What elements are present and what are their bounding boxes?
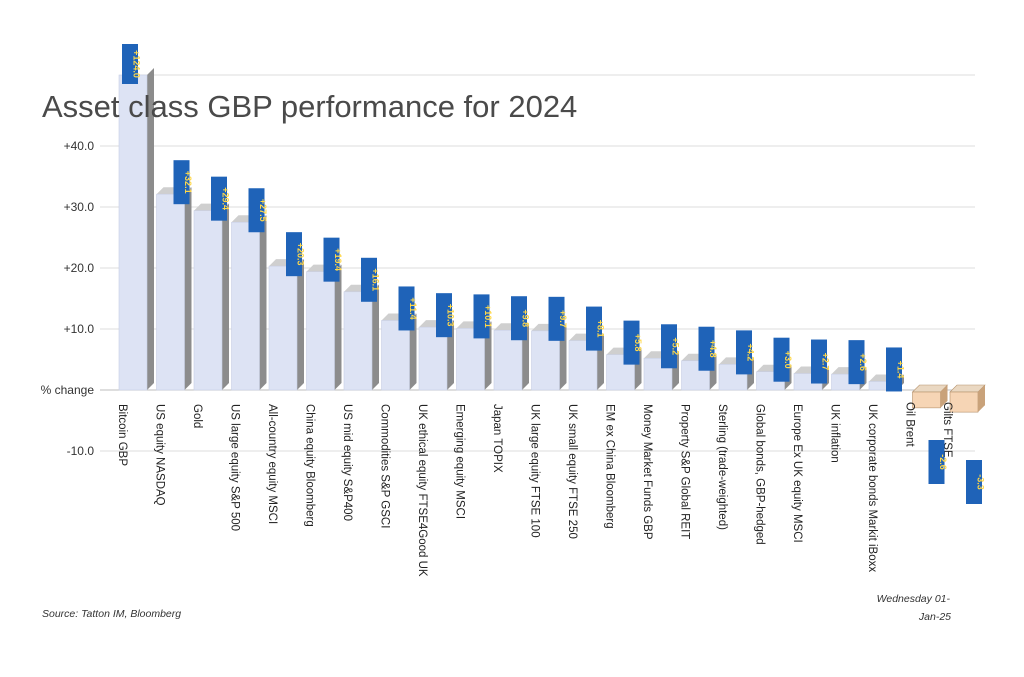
svg-text:+4.8: +4.8 <box>708 340 718 358</box>
data-label: +16.1 <box>361 257 381 302</box>
svg-text:+1.4: +1.4 <box>896 361 906 379</box>
data-labels: +124.0 +32.1 +29.4 +27.5 +20.3 +19.4 +16.1 +11.… <box>122 44 986 504</box>
data-label: +11.4 <box>398 286 418 331</box>
data-label: +32.1 <box>173 160 193 205</box>
data-label: +27.5 <box>248 188 268 233</box>
category-label: Oil Brent <box>904 402 916 448</box>
category-label: Japan TOPIX <box>491 404 503 473</box>
data-label: -2.6 <box>928 440 948 484</box>
category-label: Global bonds, GBP-hedged <box>754 404 766 545</box>
data-label: +9.7 <box>548 296 568 341</box>
data-label: +124.0 <box>122 44 142 84</box>
data-label: +4.8 <box>698 326 718 371</box>
data-label: +3.0 <box>773 337 793 382</box>
bar <box>193 203 229 391</box>
source-note: Source: Tatton IM, Bloomberg <box>42 608 181 620</box>
svg-text:+20.3: +20.3 <box>296 243 306 266</box>
svg-text:+11.4: +11.4 <box>408 297 418 319</box>
svg-text:+5.2: +5.2 <box>671 337 681 355</box>
svg-text:+124.0: +124.0 <box>132 50 142 78</box>
data-label: +5.8 <box>623 320 643 365</box>
svg-text:+27.5: +27.5 <box>258 199 268 222</box>
data-label: +9.8 <box>511 296 531 341</box>
bar <box>949 384 986 413</box>
y-tick-label: +30.0 <box>64 200 95 214</box>
category-labels: Bitcoin GBP US equity NASDAQ Gold US large … <box>116 402 953 577</box>
svg-text:+29.4: +29.4 <box>221 187 231 210</box>
svg-text:-3.3: -3.3 <box>976 474 986 490</box>
chart-title: Asset class GBP performance for 2024 <box>42 89 577 124</box>
category-label: UK ethical equity FTSE4Good UK <box>416 404 428 577</box>
data-label: +8.1 <box>586 306 606 351</box>
date-line-2: Jan-25 <box>918 611 951 623</box>
category-label: UK large equity FTSE 100 <box>529 404 541 538</box>
data-label: +5.2 <box>661 324 681 369</box>
data-label: +2.7 <box>811 339 831 384</box>
category-label: UK inflation <box>829 404 841 463</box>
category-label: US large equity S&P 500 <box>229 404 241 531</box>
category-label: UK corporate bonds Markit iBoxx <box>866 404 878 572</box>
svg-text:+32.1: +32.1 <box>183 171 193 194</box>
date-line-1: Wednesday 01- <box>877 593 951 605</box>
y-axis-ticks: +40.0 +30.0 +20.0 +10.0 -10.0 % change <box>41 139 95 458</box>
svg-text:+2.6: +2.6 <box>858 353 868 371</box>
bar <box>418 320 454 391</box>
svg-text:+16.1: +16.1 <box>371 268 381 291</box>
bar <box>156 187 192 391</box>
category-label: US equity NASDAQ <box>154 404 166 506</box>
y-tick-label: -10.0 <box>67 444 95 458</box>
data-label: +1.4 <box>886 347 906 392</box>
data-label: +29.4 <box>211 176 231 221</box>
category-label: All-country equity MSCI <box>266 404 278 524</box>
svg-text:+10.1: +10.1 <box>483 305 493 328</box>
svg-text:+19.4: +19.4 <box>333 248 343 271</box>
category-label: Bitcoin GBP <box>116 404 128 466</box>
data-label: -3.3 <box>966 460 986 504</box>
category-label: Europe Ex UK equity MSCI <box>791 404 803 543</box>
y-tick-label: +10.0 <box>64 322 95 336</box>
bar <box>381 313 417 391</box>
bar <box>231 215 267 391</box>
data-label: +19.4 <box>323 237 343 282</box>
category-label: Property S&P Global REIT <box>679 404 691 539</box>
svg-text:+9.8: +9.8 <box>521 309 531 327</box>
data-label: +4.2 <box>736 330 756 375</box>
bar <box>343 284 379 391</box>
y-tick-label: +20.0 <box>64 261 95 275</box>
svg-text:+3.0: +3.0 <box>783 351 793 369</box>
svg-text:+4.2: +4.2 <box>746 343 756 361</box>
category-label: UK small equity FTSE 250 <box>566 404 578 539</box>
bar <box>268 259 304 391</box>
svg-text:+8.1: +8.1 <box>596 320 606 338</box>
category-label: Emerging equity MSCI <box>454 404 466 519</box>
category-label: Sterling (trade-weighted) <box>716 404 728 530</box>
svg-text:+2.7: +2.7 <box>821 353 831 371</box>
category-label: Gold <box>191 404 203 428</box>
category-label: Commodities S&P GSCI <box>379 404 391 528</box>
y-tick-label: +40.0 <box>64 139 95 153</box>
svg-text:+5.8: +5.8 <box>633 334 643 352</box>
data-label: +20.3 <box>286 232 306 277</box>
category-label: Money Market Funds GBP <box>641 404 653 540</box>
bars <box>118 68 986 413</box>
svg-text:+10.3: +10.3 <box>446 304 456 327</box>
category-label: US mid equity S&P400 <box>341 404 353 521</box>
svg-text:+9.7: +9.7 <box>558 310 568 328</box>
category-label: EM ex China Bloomberg <box>604 404 616 529</box>
data-label: +10.1 <box>473 294 493 339</box>
bar <box>306 264 342 391</box>
y-axis-label: % change <box>41 383 95 397</box>
data-label: +10.3 <box>436 293 456 338</box>
category-label: China equity Bloomberg <box>304 404 316 527</box>
bar <box>911 384 949 409</box>
svg-text:-2.6: -2.6 <box>938 454 948 470</box>
data-label: +2.6 <box>848 340 868 385</box>
